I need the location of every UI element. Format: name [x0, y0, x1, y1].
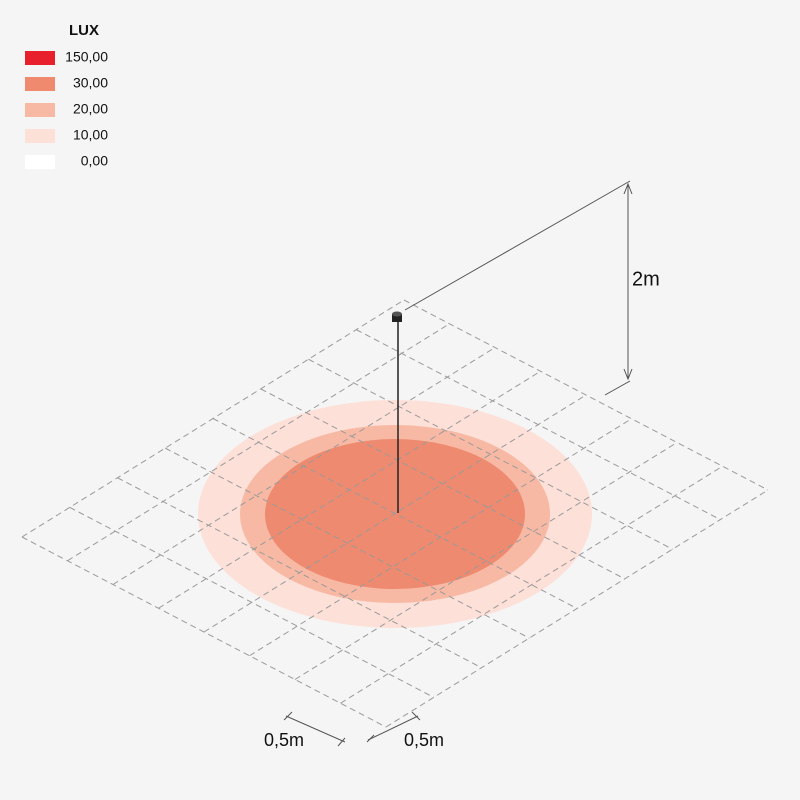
grid-dimension-ticks — [283, 711, 421, 747]
grid-line — [294, 442, 678, 680]
grid-line — [69, 506, 434, 698]
height-extension — [404, 180, 631, 311]
grid-line — [308, 358, 673, 550]
grid-x-label: 0,5m — [264, 730, 304, 750]
legend-label: 10,00 — [73, 127, 108, 143]
grid-line — [165, 447, 530, 639]
grid-line — [403, 299, 769, 491]
legend-label: 0,00 — [81, 153, 108, 169]
grid-line — [212, 418, 578, 609]
legend-title: LUX — [69, 22, 99, 39]
grid-dimension-lines — [285, 715, 419, 743]
legend-swatch — [25, 51, 55, 65]
legend-swatch — [25, 77, 55, 91]
grid-line — [356, 329, 721, 521]
lamp-body — [392, 314, 402, 322]
grid-line — [249, 418, 632, 657]
height-label: 2m — [632, 268, 660, 290]
floor-grid — [21, 299, 769, 728]
legend-swatch — [25, 155, 55, 169]
legend-label: 20,00 — [73, 101, 108, 117]
grid-line — [385, 489, 769, 728]
legend-label: 150,00 — [65, 49, 108, 65]
height-arrows — [623, 182, 633, 381]
lamp-top — [392, 311, 402, 317]
legend-swatch — [25, 129, 55, 143]
lamp — [392, 311, 402, 322]
legend-swatch — [25, 103, 55, 117]
grid-y-label: 0,5m — [404, 730, 444, 750]
legend-label: 30,00 — [73, 75, 108, 91]
height-extension — [604, 380, 631, 396]
grid-line — [340, 465, 723, 704]
grid-line — [260, 388, 625, 580]
legend: 150,00 30,00 20,00 10,00 0,00 — [25, 49, 108, 169]
